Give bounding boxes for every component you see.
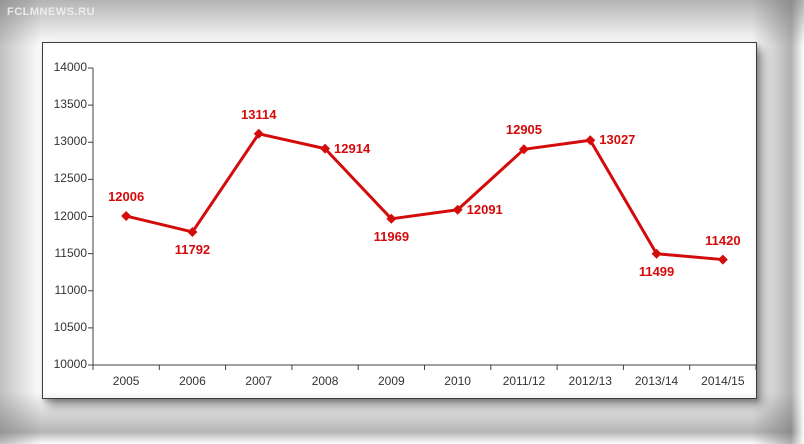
x-axis-label: 2007 <box>245 374 273 388</box>
data-label: 12006 <box>108 189 145 205</box>
y-axis-label: 13000 <box>53 134 87 149</box>
y-axis-label: 12000 <box>53 208 87 223</box>
axes <box>88 67 757 370</box>
x-axis-label: 2008 <box>311 374 339 388</box>
chart-panel: 10000 10500 11000 11500 12000 12500 13000 13500… <box>42 42 757 399</box>
y-axis-label: 14000 <box>53 60 87 74</box>
y-axis-label: 10000 <box>53 357 87 371</box>
x-axis-label: 2010 <box>444 374 471 388</box>
data-label: 11499 <box>638 263 675 279</box>
data-label: 11420 <box>705 232 741 248</box>
x-axis-label: 2013/14 <box>634 374 679 388</box>
x-axis-label: 2012/13 <box>568 374 612 388</box>
x-axis-label: 2011/12 <box>502 374 546 388</box>
y-axis-label: 12500 <box>53 171 87 186</box>
y-axis-label: 13500 <box>53 97 87 112</box>
x-axis-label: 2006 <box>179 374 206 388</box>
x-axis-label: 2005 <box>112 374 140 388</box>
data-label: 13114 <box>241 106 277 122</box>
watermark: FCLMNEWS.RU <box>7 6 95 18</box>
data-label: 11969 <box>373 228 410 244</box>
data-label: 13027 <box>599 132 636 148</box>
y-axis-label: 10500 <box>53 319 87 334</box>
y-axis-label: 11500 <box>54 245 87 260</box>
y-axis-label: 11000 <box>54 282 87 297</box>
data-label: 12914 <box>334 140 371 156</box>
data-point-marker <box>121 211 132 222</box>
x-axis-label: 2014/15 <box>701 374 745 388</box>
data-label: 11792 <box>174 241 211 257</box>
line-chart-svg <box>88 67 757 370</box>
data-label: 12091 <box>466 201 503 217</box>
data-label: 12905 <box>505 122 543 138</box>
x-axis-label: 2009 <box>377 374 405 388</box>
line-series <box>125 132 723 262</box>
data-point-marker <box>717 254 728 265</box>
